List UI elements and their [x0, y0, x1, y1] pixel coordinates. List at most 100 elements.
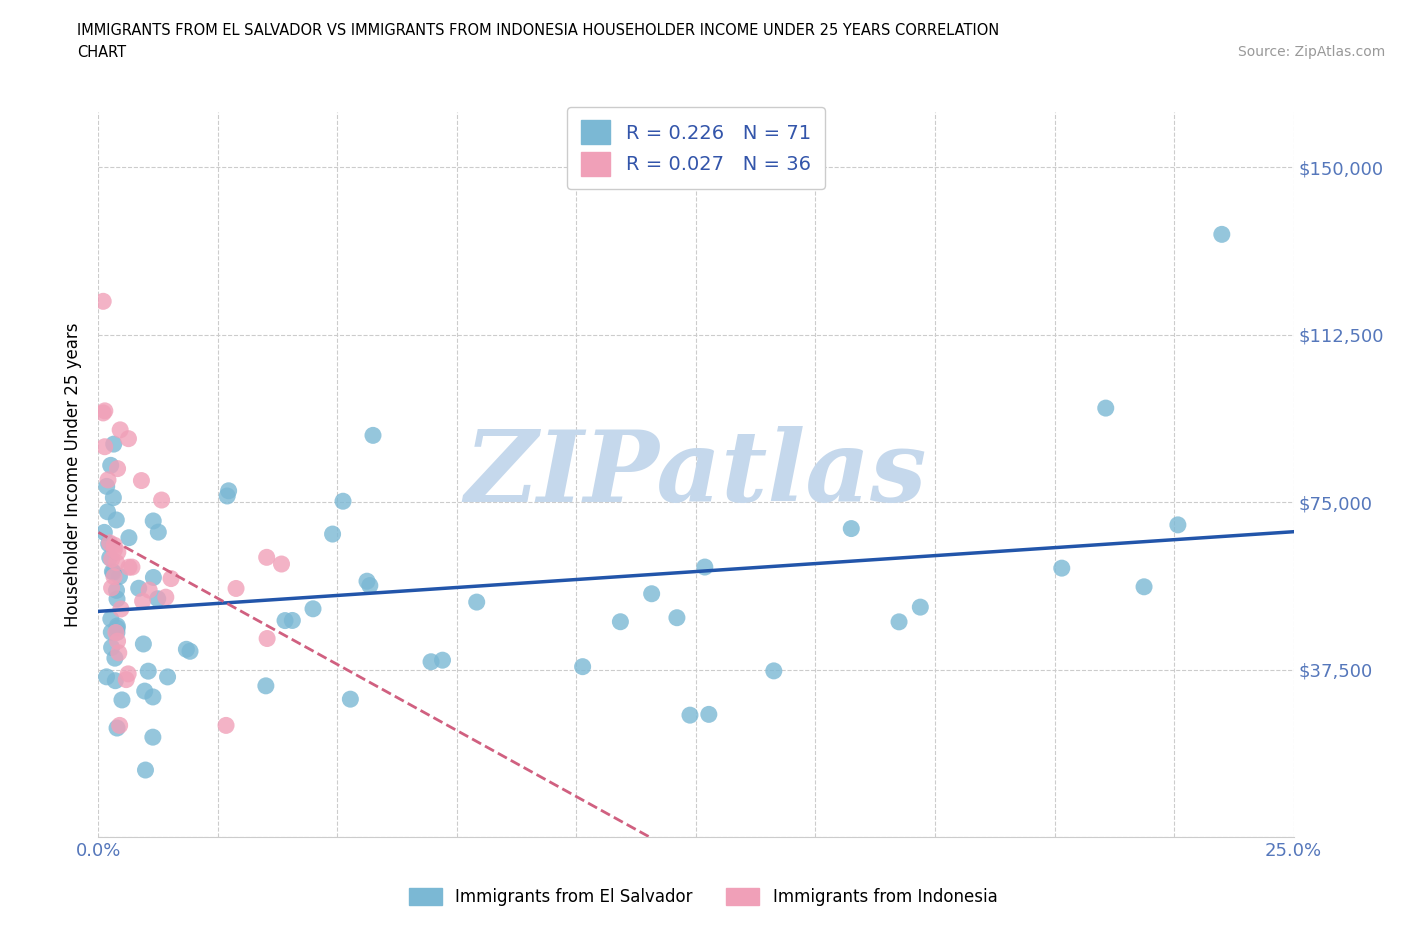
Point — [100, 640, 122, 655]
Point — [356, 574, 378, 589]
Point — [103, 569, 125, 584]
Point — [138, 582, 160, 597]
Point — [107, 545, 129, 560]
Point — [218, 484, 240, 498]
Legend: Immigrants from El Salvador, Immigrants from Indonesia: Immigrants from El Salvador, Immigrants … — [402, 881, 1004, 912]
Point — [256, 631, 278, 646]
Point — [105, 591, 128, 606]
Point — [146, 591, 169, 606]
Point — [281, 613, 304, 628]
Point — [217, 488, 239, 503]
Point — [1094, 401, 1116, 416]
Point — [420, 655, 443, 670]
Point — [104, 625, 127, 640]
Point — [142, 689, 165, 704]
Point — [100, 580, 122, 595]
Point — [98, 551, 121, 565]
Point — [101, 565, 124, 579]
Point — [105, 583, 128, 598]
Y-axis label: Householder Income Under 25 years: Householder Income Under 25 years — [65, 322, 83, 627]
Point — [132, 636, 155, 651]
Point — [100, 458, 122, 472]
Point — [103, 538, 125, 552]
Point — [465, 594, 488, 609]
Point — [176, 642, 198, 657]
Point — [142, 513, 165, 528]
Point — [910, 600, 932, 615]
Point — [697, 707, 720, 722]
Point — [332, 494, 354, 509]
Point — [693, 560, 716, 575]
Point — [1133, 579, 1156, 594]
Point — [118, 530, 141, 545]
Point — [91, 294, 114, 309]
Text: CHART: CHART — [77, 45, 127, 60]
Point — [134, 763, 156, 777]
Point — [571, 659, 593, 674]
Point — [105, 555, 128, 570]
Point — [156, 670, 179, 684]
Point — [1050, 561, 1073, 576]
Point — [105, 620, 128, 635]
Point — [93, 525, 115, 539]
Point — [665, 610, 688, 625]
Point — [121, 560, 143, 575]
Point — [91, 405, 114, 420]
Point — [155, 590, 177, 604]
Point — [111, 693, 134, 708]
Point — [839, 521, 862, 536]
Point — [215, 718, 238, 733]
Point — [108, 422, 131, 437]
Point — [107, 645, 129, 660]
Point — [107, 461, 129, 476]
Point — [104, 651, 127, 666]
Point — [103, 437, 125, 452]
Point — [432, 653, 454, 668]
Point — [118, 560, 141, 575]
Point — [225, 581, 247, 596]
Point — [100, 611, 122, 626]
Point — [105, 721, 128, 736]
Point — [117, 432, 139, 446]
Text: ZIPatlas: ZIPatlas — [465, 426, 927, 523]
Point — [93, 439, 115, 454]
Point — [609, 615, 631, 630]
Point — [115, 672, 138, 687]
Point — [105, 625, 128, 640]
Point — [322, 526, 344, 541]
Point — [150, 493, 173, 508]
Point — [274, 613, 297, 628]
Point — [103, 565, 125, 579]
Point — [128, 581, 150, 596]
Point — [134, 684, 156, 698]
Point — [107, 633, 129, 648]
Point — [302, 602, 325, 617]
Legend: R = 0.226   N = 71, R = 0.027   N = 36: R = 0.226 N = 71, R = 0.027 N = 36 — [568, 107, 824, 190]
Point — [97, 537, 120, 551]
Point — [98, 536, 121, 551]
Point — [1211, 227, 1233, 242]
Point — [96, 504, 118, 519]
Point — [96, 479, 118, 494]
Point — [103, 542, 125, 557]
Point — [97, 472, 120, 487]
Point — [105, 618, 128, 633]
Point — [105, 512, 128, 527]
Point — [887, 615, 910, 630]
Point — [256, 550, 278, 565]
Point — [100, 551, 122, 566]
Point — [110, 602, 132, 617]
Point — [108, 569, 131, 584]
Point — [103, 490, 125, 505]
Point — [136, 664, 159, 679]
Point — [131, 473, 153, 488]
Point — [148, 525, 170, 539]
Point — [640, 586, 662, 601]
Point — [762, 663, 785, 678]
Point — [339, 692, 361, 707]
Point — [254, 678, 277, 693]
Point — [108, 718, 131, 733]
Point — [142, 570, 165, 585]
Point — [142, 730, 165, 745]
Point — [361, 428, 384, 443]
